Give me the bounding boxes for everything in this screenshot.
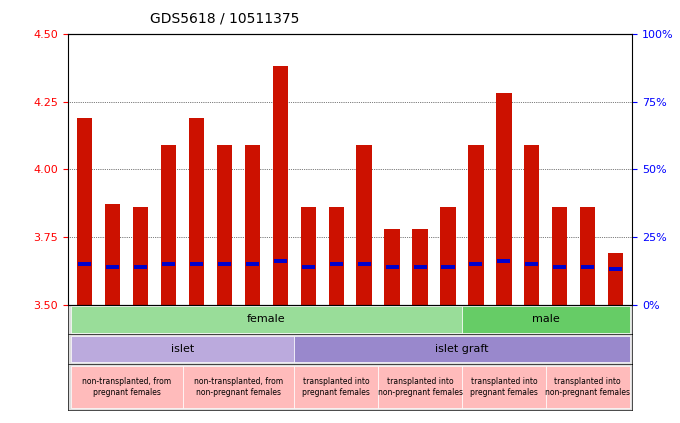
Bar: [525, 262, 539, 266]
Bar: [133, 207, 148, 305]
Bar: [554, 265, 566, 269]
Bar: [441, 265, 454, 269]
Text: non-transplanted, from
non-pregnant females: non-transplanted, from non-pregnant fema…: [194, 377, 283, 397]
Bar: [497, 259, 511, 263]
Text: GDS5618 / 10511375: GDS5618 / 10511375: [150, 11, 299, 25]
Bar: [162, 262, 175, 266]
Bar: [245, 145, 260, 305]
FancyBboxPatch shape: [71, 366, 182, 408]
Bar: [356, 145, 372, 305]
Text: transplanted into
pregnant females: transplanted into pregnant females: [470, 377, 538, 397]
Bar: [496, 93, 511, 305]
FancyBboxPatch shape: [462, 306, 630, 332]
Bar: [106, 265, 119, 269]
Bar: [581, 265, 594, 269]
Bar: [77, 118, 92, 305]
Text: male: male: [532, 314, 560, 324]
Bar: [608, 253, 624, 305]
Bar: [161, 145, 176, 305]
Bar: [386, 265, 398, 269]
FancyBboxPatch shape: [71, 306, 462, 332]
Bar: [330, 262, 343, 266]
FancyBboxPatch shape: [378, 366, 462, 408]
Bar: [384, 229, 400, 305]
Bar: [358, 262, 371, 266]
Bar: [552, 207, 567, 305]
Bar: [328, 207, 344, 305]
Bar: [469, 145, 483, 305]
FancyBboxPatch shape: [71, 335, 294, 362]
Bar: [246, 262, 259, 266]
Bar: [105, 204, 120, 305]
Bar: [580, 207, 596, 305]
Bar: [273, 66, 288, 305]
Text: islet graft: islet graft: [435, 344, 489, 354]
Bar: [190, 262, 203, 266]
Bar: [412, 229, 428, 305]
FancyBboxPatch shape: [462, 366, 546, 408]
Text: female: female: [247, 314, 286, 324]
Bar: [609, 267, 622, 272]
Bar: [302, 265, 315, 269]
FancyBboxPatch shape: [546, 366, 630, 408]
Text: islet: islet: [171, 344, 194, 354]
Bar: [524, 145, 539, 305]
Bar: [78, 262, 91, 266]
Bar: [217, 145, 232, 305]
Bar: [413, 265, 426, 269]
Bar: [218, 262, 231, 266]
FancyBboxPatch shape: [182, 366, 294, 408]
Bar: [301, 207, 316, 305]
FancyBboxPatch shape: [294, 366, 378, 408]
Bar: [441, 207, 456, 305]
Bar: [134, 265, 147, 269]
Text: transplanted into
pregnant females: transplanted into pregnant females: [303, 377, 370, 397]
Text: non-transplanted, from
pregnant females: non-transplanted, from pregnant females: [82, 377, 171, 397]
Bar: [469, 262, 483, 266]
Bar: [189, 118, 204, 305]
Text: transplanted into
non-pregnant females: transplanted into non-pregnant females: [377, 377, 462, 397]
FancyBboxPatch shape: [294, 335, 630, 362]
Text: transplanted into
non-pregnant females: transplanted into non-pregnant females: [545, 377, 630, 397]
Bar: [274, 259, 287, 263]
